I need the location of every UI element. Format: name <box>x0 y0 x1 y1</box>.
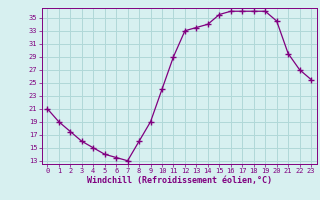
X-axis label: Windchill (Refroidissement éolien,°C): Windchill (Refroidissement éolien,°C) <box>87 176 272 185</box>
